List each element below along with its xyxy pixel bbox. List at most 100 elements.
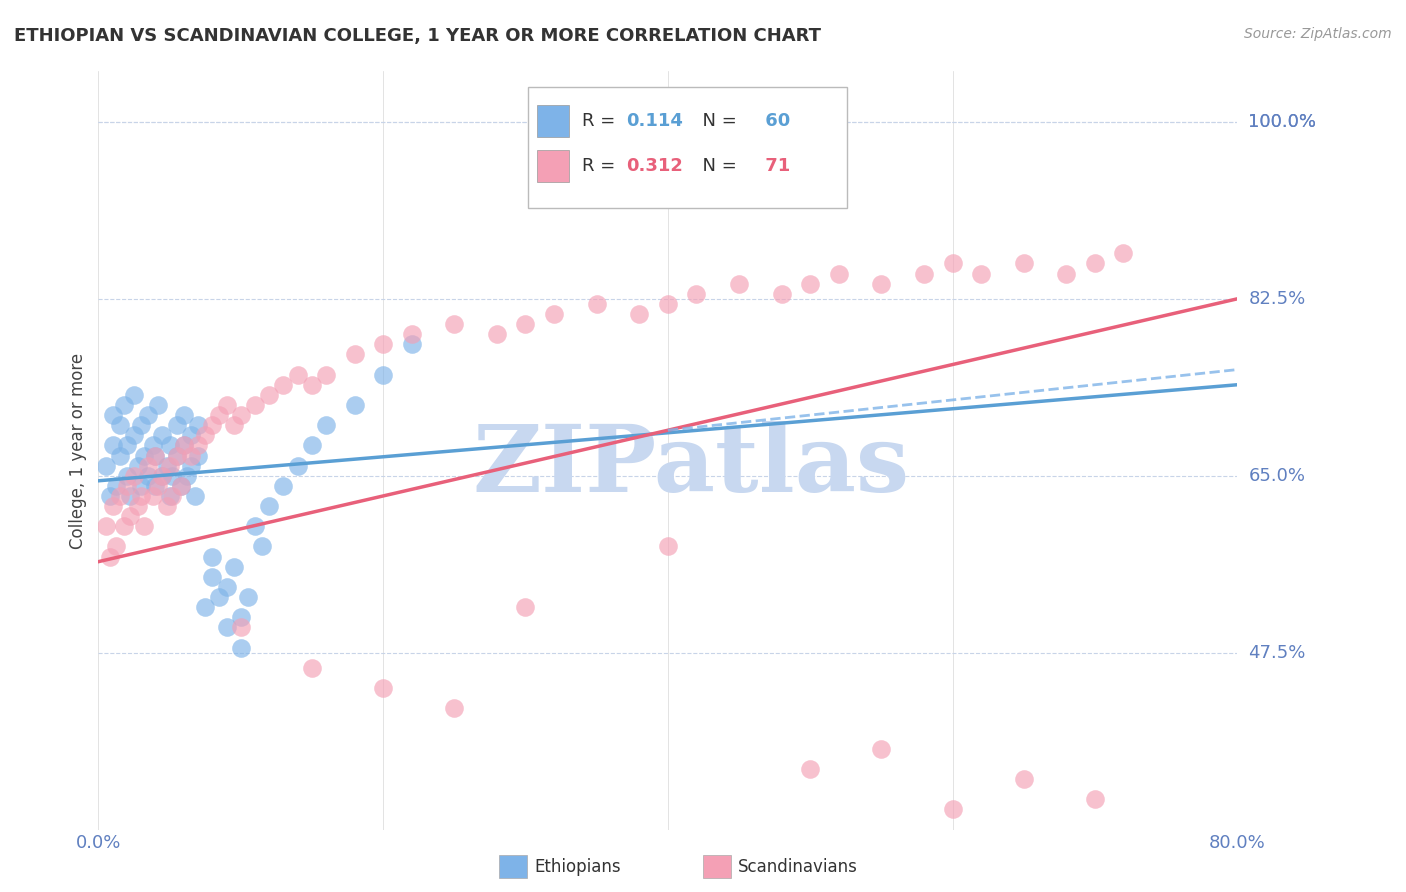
Point [94, 458, 117, 473]
Point [159, 458, 181, 473]
Point [208, 590, 231, 604]
Y-axis label: College, 1 year or more: College, 1 year or more [69, 352, 87, 549]
Point [173, 438, 195, 452]
Point [148, 479, 170, 493]
Point [173, 438, 195, 452]
Point [129, 418, 152, 433]
Point [970, 267, 993, 281]
Text: 82.5%: 82.5% [1249, 290, 1306, 308]
Point [215, 620, 238, 634]
Point [141, 438, 163, 452]
Point [273, 377, 295, 392]
Point [166, 449, 188, 463]
Point [166, 418, 188, 433]
Point [129, 479, 152, 493]
Point [870, 741, 893, 756]
Point [104, 479, 127, 493]
Point [1012, 256, 1035, 270]
Point [585, 297, 607, 311]
Point [101, 499, 124, 513]
Point [115, 468, 138, 483]
Point [273, 479, 295, 493]
Point [118, 509, 141, 524]
Point [108, 489, 131, 503]
Point [912, 267, 935, 281]
Point [628, 307, 651, 321]
Point [136, 408, 159, 422]
Point [515, 317, 537, 331]
Point [122, 468, 145, 483]
Point [129, 489, 152, 503]
Point [315, 368, 337, 382]
Point [104, 540, 127, 554]
Point [187, 449, 209, 463]
Point [229, 620, 252, 634]
Point [132, 449, 155, 463]
Point [728, 277, 751, 291]
Bar [527, 87, 846, 208]
Point [115, 479, 138, 493]
Point [942, 802, 965, 816]
Point [301, 438, 323, 452]
Point [259, 499, 281, 513]
Point [770, 286, 793, 301]
Point [373, 337, 395, 351]
Point [176, 468, 198, 483]
Point [145, 449, 167, 463]
Point [373, 368, 395, 382]
Point [1084, 792, 1107, 806]
Point [170, 479, 193, 493]
Point [250, 540, 273, 554]
Point [159, 438, 181, 452]
Text: ETHIOPIAN VS SCANDINAVIAN COLLEGE, 1 YEAR OR MORE CORRELATION CHART: ETHIOPIAN VS SCANDINAVIAN COLLEGE, 1 YEA… [14, 27, 821, 45]
Point [315, 418, 337, 433]
Point [145, 449, 167, 463]
Point [180, 449, 202, 463]
Point [301, 377, 323, 392]
Text: 65.0%: 65.0% [1249, 467, 1305, 484]
Point [799, 762, 821, 776]
Point [162, 468, 184, 483]
Point [287, 368, 309, 382]
Point [152, 468, 174, 483]
Point [148, 398, 170, 412]
Text: N =: N = [690, 112, 737, 129]
Point [173, 408, 195, 422]
Point [243, 519, 266, 533]
Text: N =: N = [690, 157, 737, 175]
Point [543, 307, 565, 321]
Point [1112, 246, 1135, 260]
Point [122, 428, 145, 442]
Text: 47.5%: 47.5% [1249, 644, 1306, 662]
Point [115, 438, 138, 452]
Point [870, 277, 893, 291]
Point [287, 458, 309, 473]
Point [136, 468, 159, 483]
Point [685, 286, 707, 301]
Text: R =: R = [582, 112, 621, 129]
FancyBboxPatch shape [537, 150, 569, 182]
Point [657, 540, 679, 554]
Point [101, 438, 124, 452]
Point [343, 398, 366, 412]
Point [201, 570, 224, 584]
Point [156, 499, 179, 513]
Text: 100.0%: 100.0% [1249, 113, 1316, 131]
Point [108, 449, 131, 463]
Point [222, 559, 245, 574]
Point [136, 458, 159, 473]
Point [127, 499, 149, 513]
Point [443, 701, 465, 715]
Point [141, 489, 163, 503]
Text: 71: 71 [759, 157, 790, 175]
Point [301, 661, 323, 675]
Point [343, 347, 366, 361]
Point [1012, 772, 1035, 786]
Point [443, 317, 465, 331]
Point [156, 458, 179, 473]
Point [229, 640, 252, 655]
Point [101, 408, 124, 422]
Point [222, 418, 245, 433]
Point [373, 681, 395, 695]
Point [208, 408, 231, 422]
